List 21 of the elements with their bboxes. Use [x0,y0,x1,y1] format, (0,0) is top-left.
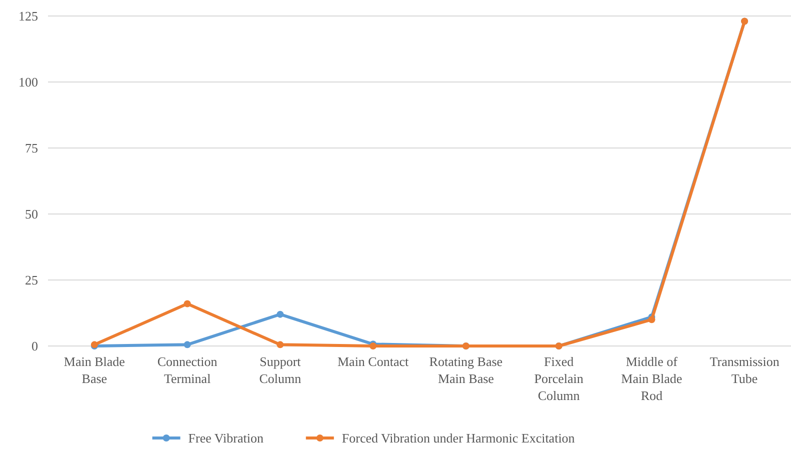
y-tick-label: 0 [32,338,38,354]
point [184,300,191,308]
x-tick-label: Support Column [259,354,302,386]
point [276,310,284,318]
y-tick-label: 125 [18,8,38,24]
x-tick-label: Middle of Main Blade Rod [621,354,682,403]
legend-label: Forced Vibration under Harmonic Excitation [342,430,576,446]
x-tick-label: Main Contact [337,354,410,369]
y-tick-label: 75 [25,140,38,156]
point [276,341,284,348]
y-tick-label: 100 [18,74,38,90]
y-tick-label: 25 [25,272,38,288]
x-tick-label: Transmission Tube [710,354,780,386]
legend-label: Free Vibration [188,430,264,446]
x-tick-label: Rotating Base Main Base [429,354,503,386]
point [184,341,191,348]
x-tick-label: Main Blade Base [64,354,126,386]
x-tick-label: Connection Terminal [157,354,218,386]
point [648,316,656,324]
y-tick-label: 50 [25,206,38,222]
x-tick-label: Fixed Porcelain Column [534,354,584,403]
